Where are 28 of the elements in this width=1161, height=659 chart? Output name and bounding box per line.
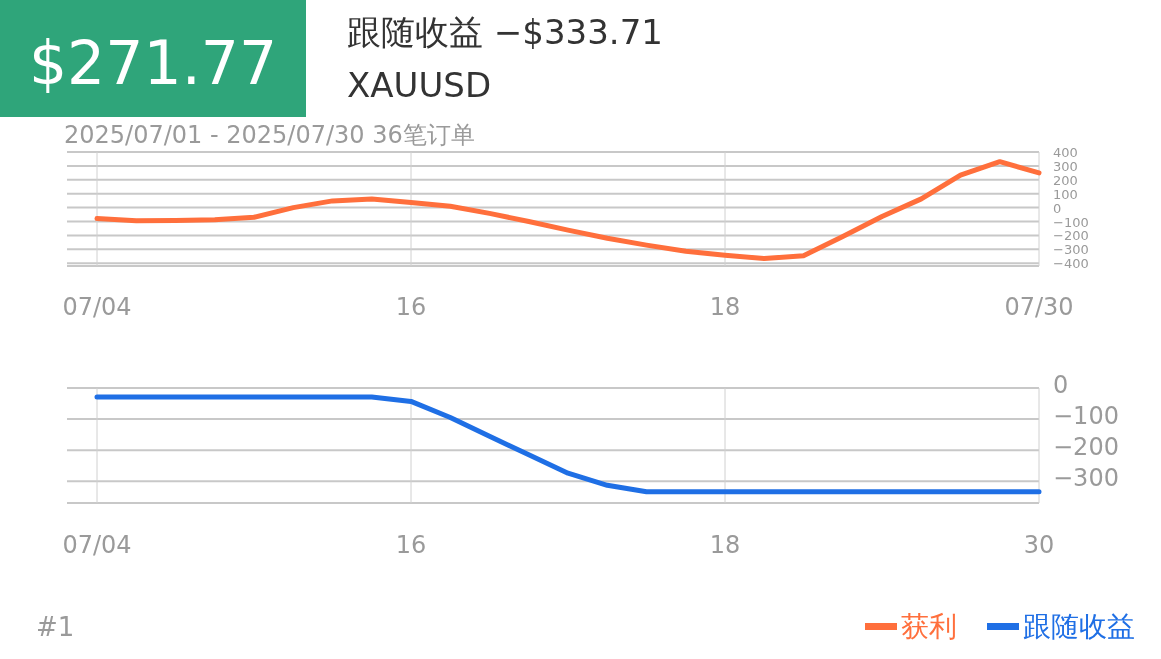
y-tick-label: 200 (1053, 172, 1078, 188)
y-tick-label: 0 (1053, 371, 1069, 399)
x-tick-label: 07/04 (62, 293, 132, 321)
y-tick-label: −300 (1053, 464, 1119, 493)
x-tick-label: 07/30 (1004, 293, 1074, 321)
x-tick-label: 16 (395, 531, 427, 559)
y-tick-label: 100 (1053, 186, 1078, 202)
y-tick-label: −200 (1053, 228, 1089, 244)
y-tick-label: −200 (1053, 433, 1119, 462)
legend-label: 获利 (901, 610, 957, 643)
y-tick-label: 300 (1053, 158, 1078, 174)
chart-title: 跟随收益 −$333.71 (347, 12, 663, 52)
x-tick-label: 18 (709, 293, 741, 321)
x-tick-label: 18 (709, 531, 741, 559)
y-tick-label: −300 (1053, 242, 1089, 258)
y-tick-label: −100 (1053, 402, 1119, 431)
text: 2025/07/01 - 2025/07/30 36笔订单 (64, 121, 475, 149)
x-tick-label: 07/04 (62, 531, 132, 559)
legend-label: 跟随收益 (1023, 610, 1135, 643)
text: $271.77 (28, 28, 278, 98)
x-tick-label: 16 (395, 293, 427, 321)
y-tick-label: 400 (1053, 145, 1078, 160)
y-tick-label: 0 (1053, 200, 1062, 216)
chart-subtitle: XAUUSD (347, 65, 492, 105)
y-tick-label: −100 (1053, 214, 1089, 230)
x-tick-label: 30 (1023, 531, 1055, 559)
y-tick-label: −400 (1053, 256, 1089, 272)
text: #1 (36, 612, 75, 642)
